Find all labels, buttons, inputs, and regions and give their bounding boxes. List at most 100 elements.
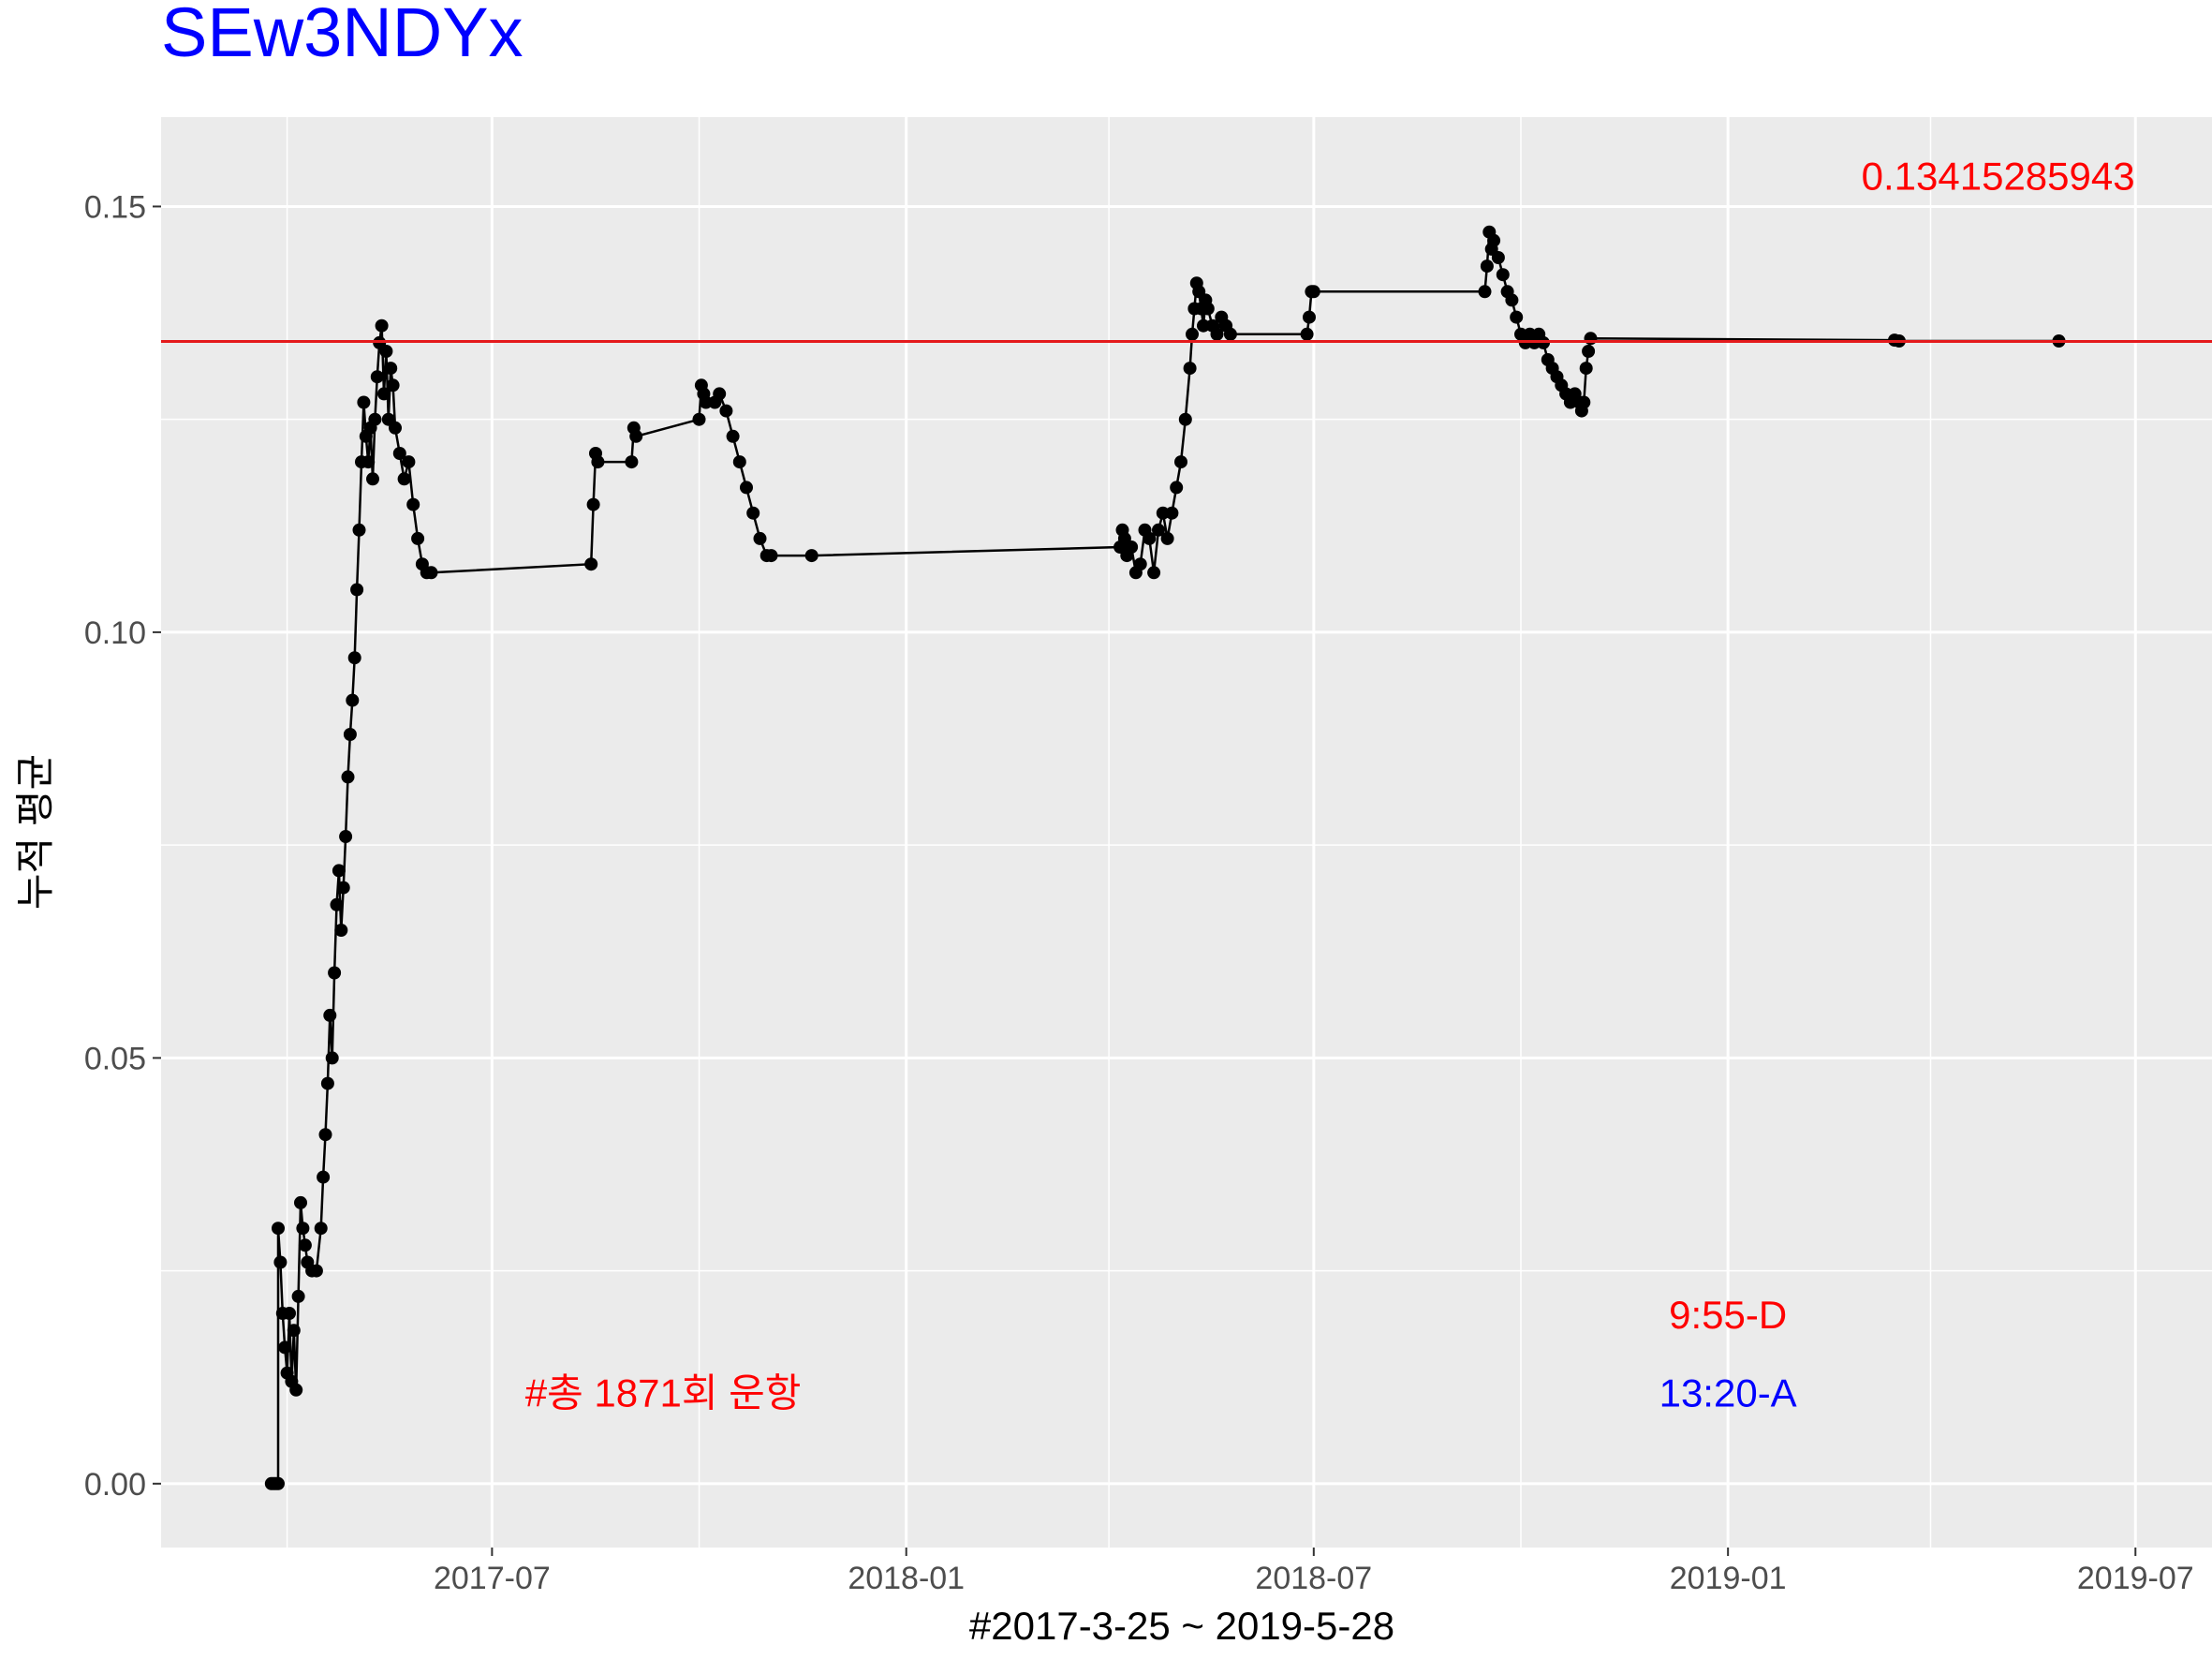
series [264,225,2066,1490]
data-point [584,557,598,571]
data-point [1478,285,1492,299]
data-point [591,455,605,469]
y-tick-label: 0.15 [84,189,146,225]
data-point [352,523,366,537]
data-point [726,429,740,443]
data-point [368,412,382,426]
data-point [1125,541,1139,554]
data-point [699,395,713,409]
data-point [692,412,706,426]
data-point [330,897,344,911]
annotation-label: 0.13415285943 [1862,155,2135,199]
data-point [1582,345,1596,358]
data-point [1577,395,1591,409]
data-point [350,583,364,597]
data-point [341,770,355,784]
data-point [732,455,746,469]
data-point [1160,531,1174,545]
x-tick-label: 2018-01 [848,1561,965,1596]
data-point [289,1383,303,1397]
data-point [339,830,353,843]
data-point [1210,327,1224,341]
data-point [625,455,639,469]
data-point [1584,332,1598,346]
data-point [1147,566,1161,580]
data-point [1487,233,1501,247]
data-point [753,531,767,545]
data-point [314,1222,328,1236]
data-point [629,429,643,443]
x-tick-label: 2019-07 [2077,1561,2194,1596]
data-point [406,497,420,511]
data-point [320,1076,334,1090]
x-tick-label: 2019-01 [1670,1561,1787,1596]
data-point [1480,259,1494,274]
annotation-label: 13:20-A [1659,1370,1797,1415]
data-point [1197,318,1210,333]
data-point [318,1128,332,1142]
data-point [586,497,600,511]
data-point [764,549,778,563]
data-point [346,693,360,707]
data-point [402,455,416,469]
data-point [1496,268,1510,282]
data-point [328,966,342,980]
data-point [347,651,361,665]
data-point [424,566,438,580]
data-point [804,549,818,563]
chart-title: SEw3NDYx [161,0,524,71]
data-point [1174,455,1187,469]
data-point [1156,506,1170,520]
data-point [1133,557,1147,571]
data-point [323,1008,337,1022]
data-point [273,1255,288,1269]
annotation-label: 9:55-D [1669,1293,1787,1337]
data-point [278,1341,292,1355]
data-point [386,378,400,393]
data-point [1306,285,1320,299]
data-point [1201,302,1215,316]
data-point [294,1195,307,1209]
data-point [1505,293,1519,307]
data-point [287,1324,301,1338]
data-point [1186,327,1199,341]
data-point [1170,481,1184,495]
data-point [366,472,379,486]
data-point [1152,523,1165,537]
y-tick-label: 0.10 [84,615,146,651]
data-point [343,728,357,741]
data-point [336,881,350,895]
data-point [411,531,425,545]
data-point [384,362,398,376]
x-axis-ticks: 2017-07 2018-01 2018-07 2019-01 2019-07 [434,1548,2194,1596]
annotation-label: #총 1871회 운항 [525,1370,802,1415]
y-tick-label: 0.00 [84,1467,146,1503]
data-point [283,1307,296,1320]
data-point [389,421,402,435]
data-point [713,387,727,401]
data-point [1300,327,1314,341]
data-point [298,1238,312,1252]
data-point [370,370,384,384]
y-tick-label: 0.05 [84,1041,146,1076]
data-point [397,472,411,486]
data-point [291,1289,305,1303]
data-point [1579,362,1593,376]
data-point [740,481,753,495]
data-point [332,864,346,878]
data-point [1223,327,1237,341]
y-axis-ticks: 0.00 0.05 0.10 0.15 [84,189,161,1503]
x-tick-label: 2017-07 [434,1561,551,1596]
data-point [1143,531,1157,545]
data-point [379,345,393,358]
data-point [377,387,391,401]
data-point [1510,310,1524,324]
data-point [361,455,376,469]
x-axis-label: #2017-3-25 ~ 2019-5-28 [969,1604,1394,1648]
data-point [334,924,348,937]
plot-panel [161,117,2212,1548]
y-axis-label: 누적 평균 [13,754,57,910]
data-point [357,395,371,409]
data-point [1178,412,1192,426]
